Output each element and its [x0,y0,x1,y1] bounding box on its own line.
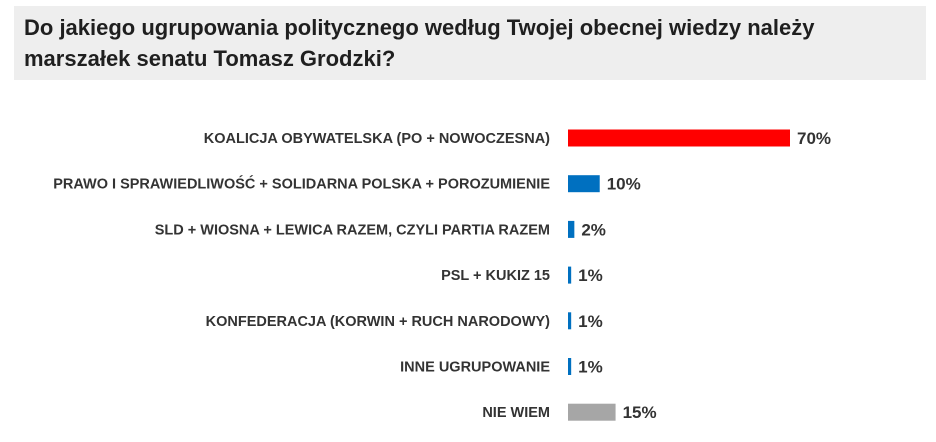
category-label: NIE WIEM [482,405,550,421]
category-label: PRAWO I SPRAWIEDLIWOŚĆ + SOLIDARNA POLSK… [53,175,550,193]
chart-title: Do jakiego ugrupowania politycznego wedł… [24,15,815,71]
value-label: 15% [623,403,657,422]
category-label: KOALICJA OBYWATELSKA (PO + NOWOCZESNA) [204,131,550,147]
bar [568,358,572,375]
bar [568,220,575,238]
value-label: 1% [578,266,603,285]
category-label: KONFEDERACJA (KORWIN + RUCH NARODOWY) [206,314,551,330]
value-label: 2% [581,220,606,239]
value-label: 1% [578,358,603,377]
value-label: 1% [578,312,603,331]
bar [568,312,572,330]
category-label: SLD + WIOSNA + LEWICA RAZEM, CZYLI PARTI… [155,222,550,238]
bar [568,403,616,421]
category-label: INNE UGRUPOWANIE [400,360,550,376]
bar [568,175,600,193]
value-label: 70% [797,129,831,148]
bar [568,266,572,284]
value-label: 10% [607,175,641,194]
category-label: PSL + KUKIZ 15 [441,268,550,284]
title-box: Do jakiego ugrupowania politycznego wedł… [14,6,926,80]
bar [568,129,790,147]
bar-chart: KOALICJA OBYWATELSKA (PO + NOWOCZESNA) 70… [53,129,831,422]
